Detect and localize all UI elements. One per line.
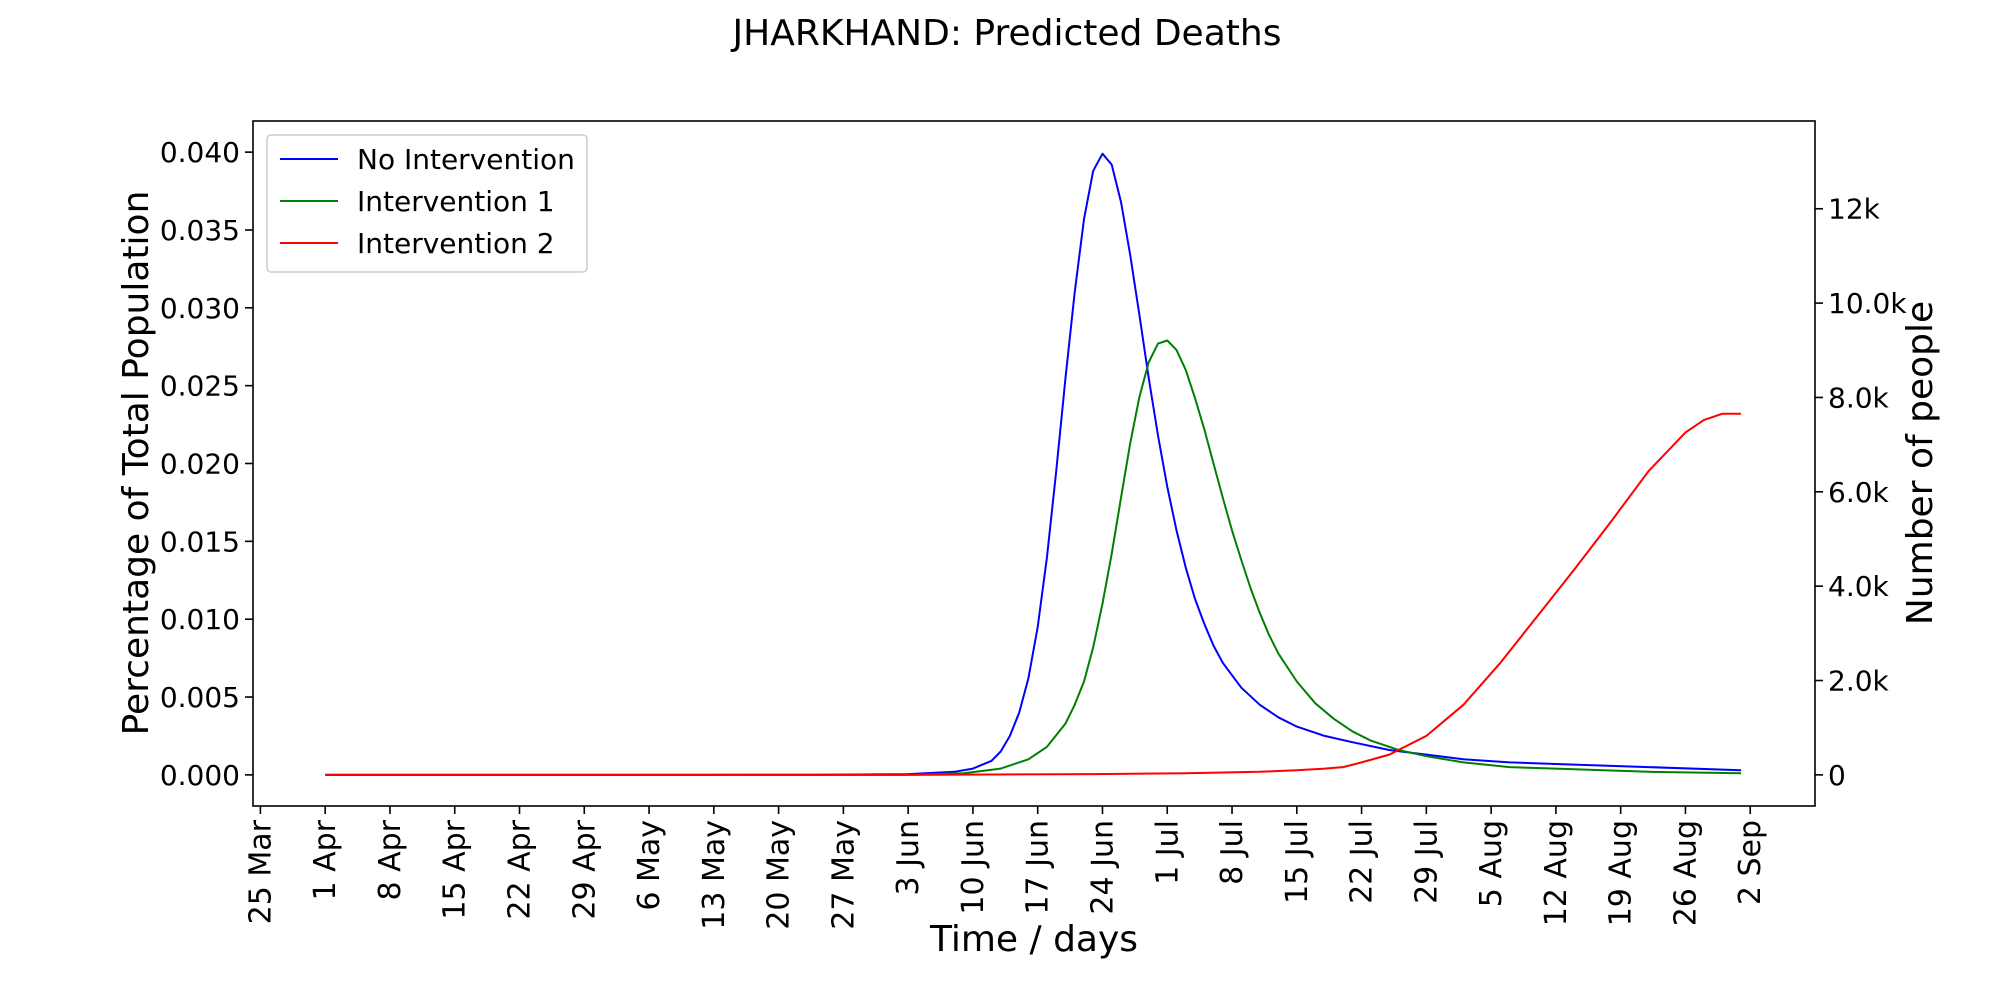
x-tick-label: 15 Jul — [1280, 820, 1315, 904]
y-tick-label: 0.040 — [160, 136, 240, 169]
legend-label-intervention-1: Intervention 1 — [357, 185, 555, 218]
x-tick-label: 29 Apr — [567, 819, 602, 919]
y-tick-label: 0.010 — [160, 603, 240, 636]
y-axis-left: 0.000 0.005 0.010 0.015 0.020 0.025 0.030 0.035… — [160, 136, 253, 792]
series-line-intervention-1 — [325, 339, 1742, 776]
x-tick-label: 19 Aug — [1604, 820, 1639, 926]
x-tick-label: 5 Aug — [1474, 820, 1509, 907]
y2-tick-label: 4.0k — [1828, 570, 1890, 603]
legend-label-intervention-2: Intervention 2 — [357, 227, 555, 260]
legend-label-no-intervention: No Intervention — [357, 143, 575, 176]
y2-tick-label: 12k — [1828, 193, 1881, 226]
y-tick-label: 0.005 — [160, 681, 240, 714]
x-tick-label: 1 Apr — [308, 819, 343, 900]
x-tick-label: 10 Jun — [956, 820, 991, 915]
x-tick-label: 3 Jun — [891, 820, 926, 896]
y2-tick-label: 2.0k — [1828, 665, 1890, 698]
legend-box — [266, 134, 588, 273]
chart-title: JHARKHAND: Predicted Deaths — [731, 13, 1282, 54]
x-tick-label: 12 Aug — [1539, 820, 1574, 926]
y-tick-label: 0.035 — [160, 214, 240, 247]
y2-tick-label: 6.0k — [1828, 476, 1890, 509]
x-tick-label: 24 Jun — [1086, 820, 1121, 915]
x-tick-label: 8 Jul — [1215, 820, 1250, 885]
y2-tick-label: 10.0k — [1828, 287, 1907, 320]
y-tick-label: 0.030 — [160, 292, 240, 325]
x-tick-label: 6 May — [632, 820, 667, 911]
x-tick-label: 15 Apr — [438, 819, 473, 919]
y-axis-right: 0 2.0k 4.0k 6.0k 8.0k 10.0k 12k — [1815, 193, 1907, 792]
x-tick-label: 2 Sep — [1733, 820, 1768, 905]
x-tick-label: 13 May — [697, 820, 732, 930]
x-tick-label: 29 Jul — [1409, 820, 1444, 904]
y-tick-label: 0.020 — [160, 448, 240, 481]
x-tick-label: 1 Jul — [1150, 820, 1185, 885]
series-line-intervention-2 — [325, 412, 1741, 776]
x-axis-label: Time / days — [929, 919, 1138, 960]
y2-tick-label: 8.0k — [1828, 382, 1890, 415]
x-tick-label: 22 Jul — [1345, 820, 1380, 904]
y2-tick-label: 0 — [1828, 759, 1846, 792]
x-tick-label: 26 Aug — [1669, 820, 1704, 926]
x-tick-label: 8 Apr — [373, 819, 408, 900]
y-axis-right-label: Number of people — [1900, 301, 1941, 625]
legend: No Intervention Intervention 1 Interventio… — [266, 134, 588, 273]
x-tick-label: 17 Jun — [1021, 820, 1056, 915]
y-tick-label: 0.025 — [160, 370, 240, 403]
x-tick-label: 22 Apr — [503, 819, 538, 919]
x-axis: 25 Mar 1 Apr 8 Apr 15 Apr 22 Apr 29 Apr 6 May 1… — [243, 806, 1768, 930]
x-tick-label: 25 Mar — [243, 819, 278, 924]
y-axis-label: Percentage of Total Population — [116, 191, 157, 736]
series-layer — [325, 152, 1742, 776]
x-tick-label: 20 May — [762, 820, 797, 930]
y-tick-label: 0.000 — [160, 759, 240, 792]
series-line-no-intervention — [325, 152, 1742, 776]
y-tick-label: 0.015 — [160, 525, 240, 558]
x-tick-label: 27 May — [826, 820, 861, 930]
